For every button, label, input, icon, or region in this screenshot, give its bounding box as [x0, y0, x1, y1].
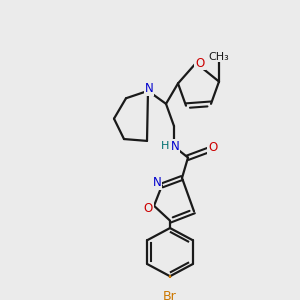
Text: N: N	[171, 140, 179, 153]
Text: Br: Br	[163, 290, 177, 300]
Text: CH₃: CH₃	[208, 52, 230, 61]
Text: O: O	[143, 202, 153, 215]
Text: H: H	[161, 142, 169, 152]
Text: O: O	[208, 141, 217, 154]
Text: N: N	[153, 176, 161, 189]
Text: O: O	[195, 56, 205, 70]
Text: N: N	[145, 82, 153, 95]
